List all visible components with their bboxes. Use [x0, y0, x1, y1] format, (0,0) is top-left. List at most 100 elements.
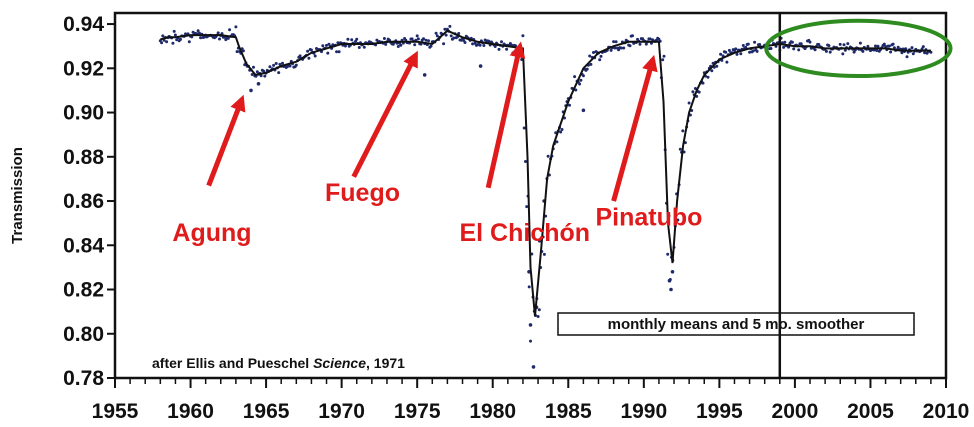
monthly-mean-point [416, 37, 420, 41]
monthly-mean-point [579, 78, 583, 82]
monthly-mean-point [429, 44, 433, 48]
monthly-mean-point [252, 65, 255, 69]
monthly-mean-point [701, 81, 705, 85]
monthly-mean-point [741, 44, 745, 47]
monthly-mean-point [482, 44, 486, 47]
monthly-mean-point [573, 75, 577, 79]
monthly-mean-point [307, 56, 311, 60]
x-tick-label: 1960 [167, 400, 214, 423]
monthly-mean-point [782, 45, 786, 49]
x-tick-label: 1975 [394, 400, 441, 423]
legend-label: monthly means and 5 mo. smoother [608, 316, 865, 333]
monthly-mean-point [599, 54, 603, 58]
monthly-mean-point [644, 42, 648, 46]
monthly-mean-point [487, 39, 491, 43]
monthly-mean-point [179, 37, 182, 41]
monthly-mean-point [350, 38, 354, 42]
x-tick-label: 1955 [92, 400, 139, 423]
x-tick-label: 1970 [318, 400, 365, 423]
monthly-mean-point [724, 50, 728, 54]
monthly-mean-point [598, 58, 602, 62]
monthly-mean-point [581, 108, 586, 113]
monthly-mean-point [581, 74, 585, 78]
monthly-mean-point [478, 64, 483, 68]
y-tick-label: 0.94 [63, 13, 104, 36]
monthly-mean-point [896, 45, 900, 49]
annotation-label: Agung [172, 219, 251, 247]
monthly-mean-point [792, 47, 796, 51]
monthly-mean-point [321, 44, 325, 48]
x-tick-label: 1980 [469, 400, 516, 423]
monthly-mean-point [281, 61, 284, 65]
annotation-arrow [611, 54, 658, 202]
monthly-mean-point [648, 37, 652, 41]
monthly-mean-point [263, 74, 267, 78]
monthly-mean-point [769, 47, 773, 50]
monthly-mean-point [612, 40, 616, 44]
monthly-mean-point [274, 62, 278, 65]
monthly-mean-point [235, 50, 239, 54]
monthly-mean-point [511, 51, 515, 55]
monthly-mean-point [889, 50, 893, 54]
monthly-mean-point [739, 52, 743, 56]
monthly-mean-point [521, 34, 525, 38]
annotation-arrow [485, 41, 526, 189]
monthly-mean-point [710, 69, 714, 73]
credit-prefix: after Ellis and Pueschel [152, 355, 313, 371]
data-points [158, 24, 933, 369]
monthly-mean-point [187, 40, 191, 44]
x-tick-label: 1965 [243, 400, 290, 423]
monthly-mean-point [676, 218, 680, 222]
monthly-mean-point [755, 49, 759, 53]
monthly-mean-point [463, 41, 467, 44]
chart-extras: monthly means and 5 mo. smoother after El… [152, 13, 953, 378]
monthly-mean-point [715, 64, 719, 68]
monthly-mean-point [662, 54, 666, 58]
monthly-mean-point [262, 69, 266, 73]
monthly-mean-point [452, 36, 456, 40]
monthly-mean-point [288, 64, 292, 68]
annotation-label: Fuego [325, 179, 400, 207]
monthly-mean-point [670, 270, 675, 274]
monthly-mean-point [165, 40, 169, 44]
monthly-mean-point [172, 29, 176, 33]
monthly-mean-point [628, 44, 632, 48]
monthly-mean-point [619, 46, 623, 50]
monthly-mean-point [827, 44, 831, 48]
monthly-mean-point [797, 48, 801, 52]
monthly-mean-point [758, 43, 762, 46]
monthly-mean-point [892, 46, 896, 50]
monthly-mean-point [171, 41, 175, 45]
monthly-mean-point [884, 45, 888, 48]
y-tick-label: 0.90 [63, 102, 104, 125]
highlight-ellipse [764, 18, 953, 79]
monthly-mean-point [448, 24, 452, 28]
monthly-mean-point [337, 50, 341, 54]
monthly-mean-point [382, 37, 386, 40]
monthly-mean-point [199, 36, 203, 40]
monthly-mean-point [585, 67, 589, 71]
monthly-mean-point [790, 40, 794, 44]
monthly-mean-point [559, 130, 563, 134]
monthly-mean-point [588, 54, 592, 58]
monthly-mean-point [905, 55, 909, 59]
monthly-mean-point [449, 34, 453, 38]
monthly-mean-point [592, 51, 595, 54]
monthly-mean-point [617, 48, 621, 52]
monthly-mean-point [697, 90, 701, 94]
monthly-mean-point [622, 46, 626, 50]
monthly-mean-point [842, 43, 846, 47]
x-tick-label: 2005 [847, 400, 894, 423]
x-tick-label: 1995 [696, 400, 743, 423]
monthly-mean-point [325, 43, 328, 47]
monthly-mean-point [817, 43, 821, 46]
monthly-mean-point [691, 90, 695, 94]
monthly-mean-point [249, 88, 253, 93]
monthly-mean-point [410, 37, 414, 41]
monthly-mean-point [190, 35, 194, 39]
monthly-mean-point [493, 45, 497, 48]
credit-journal: Science [313, 355, 366, 371]
monthly-mean-point [522, 126, 526, 130]
monthly-mean-point [335, 50, 339, 54]
